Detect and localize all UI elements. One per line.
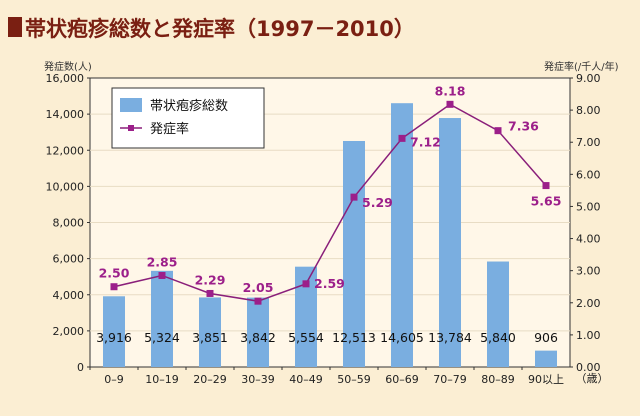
bar xyxy=(487,261,509,367)
y-right-tick-label: 6.00 xyxy=(576,168,601,181)
y-left-tick-label: 2,000 xyxy=(53,325,85,338)
rate-value-label: 8.18 xyxy=(435,83,466,98)
bar-value-label: 5,554 xyxy=(288,330,324,345)
y-right-tick-label: 0.00 xyxy=(576,361,601,374)
rate-line xyxy=(113,103,547,302)
y-left-tick-label: 0 xyxy=(77,361,84,374)
bar-value-label: 14,605 xyxy=(380,330,424,345)
rate-point xyxy=(350,193,358,201)
rate-value-label: 2.85 xyxy=(147,254,178,269)
rate-value-label: 5.65 xyxy=(531,194,562,209)
x-tick-label: 90以上 xyxy=(528,373,564,386)
rate-value-label: 7.12 xyxy=(410,134,441,149)
y-right-tick-label: 2.00 xyxy=(576,297,601,310)
bar xyxy=(391,103,413,367)
x-tick-label: 30–39 xyxy=(241,373,275,386)
bar-value-label: 3,851 xyxy=(192,330,228,345)
rate-point xyxy=(446,100,454,108)
rate-value-label: 2.05 xyxy=(243,280,274,295)
rate-value-label: 2.50 xyxy=(99,266,130,281)
bar xyxy=(535,350,557,367)
bar xyxy=(295,266,317,367)
y-left-tick-label: 10,000 xyxy=(46,180,85,193)
x-axis-unit: （歳） xyxy=(576,372,609,385)
legend-bar-label: 帯状疱疹総数 xyxy=(150,98,228,114)
bar-value-label: 12,513 xyxy=(332,330,376,345)
legend-line-label: 発症率 xyxy=(150,121,189,137)
bar-value-label: 13,784 xyxy=(428,330,472,345)
x-tick-label: 70–79 xyxy=(433,373,467,386)
x-tick-label: 20–29 xyxy=(193,373,227,386)
rate-value-label: 2.59 xyxy=(314,276,345,291)
bar xyxy=(151,270,173,367)
x-tick-label: 40–49 xyxy=(289,373,323,386)
bar xyxy=(199,297,221,367)
x-tick-label: 60–69 xyxy=(385,373,419,386)
bar-value-label: 3,842 xyxy=(240,330,276,345)
x-tick-label: 0–9 xyxy=(104,373,124,386)
legend-line-marker-icon xyxy=(128,125,134,131)
left-axis-label: 発症数(人) xyxy=(44,60,92,73)
rate-value-label: 7.36 xyxy=(508,119,539,134)
legend: 帯状疱疹総数 発症率 xyxy=(111,87,265,149)
y-left-tick-label: 6,000 xyxy=(53,253,85,266)
rate-point xyxy=(206,289,214,297)
rate-value-label: 5.29 xyxy=(362,195,393,210)
rate-point xyxy=(542,182,550,190)
y-left-tick-label: 8,000 xyxy=(53,217,85,230)
legend-box xyxy=(111,87,265,149)
title-square-icon xyxy=(8,17,22,37)
y-right-tick-label: 4.00 xyxy=(576,233,601,246)
rate-value-label: 2.29 xyxy=(195,272,226,287)
bar xyxy=(103,296,125,367)
legend-bar-swatch xyxy=(120,98,142,112)
rate-point xyxy=(398,134,406,142)
x-tick-label: 50–59 xyxy=(337,373,371,386)
chart-title: 帯状疱疹総数と発症率（1997－2010） xyxy=(25,17,415,41)
bar-value-label: 5,840 xyxy=(480,330,516,345)
rate-point xyxy=(110,283,118,291)
bar-value-label: 5,324 xyxy=(144,330,180,345)
x-tick-label: 10–19 xyxy=(145,373,179,386)
y-right-tick-label: 7.00 xyxy=(576,136,601,149)
y-left-tick-label: 16,000 xyxy=(46,72,85,85)
right-axis-label: 発症率(/千人/年) xyxy=(544,60,619,73)
bar xyxy=(247,297,269,367)
y-right-tick-label: 5.00 xyxy=(576,200,601,213)
y-right-tick-label: 9.00 xyxy=(576,72,601,85)
y-right-tick-label: 8.00 xyxy=(576,104,601,117)
y-left-tick-label: 12,000 xyxy=(46,144,85,157)
x-tick-label: 80–89 xyxy=(481,373,515,386)
y-left-tick-label: 14,000 xyxy=(46,108,85,121)
rate-point xyxy=(254,297,262,305)
rate-point xyxy=(158,271,166,279)
bar xyxy=(343,140,365,367)
rate-point xyxy=(494,127,502,135)
bar xyxy=(439,118,461,368)
rate-point xyxy=(302,280,310,288)
y-right-tick-label: 3.00 xyxy=(576,265,601,278)
bar-value-label: 906 xyxy=(534,330,558,345)
y-right-tick-label: 1.00 xyxy=(576,329,601,342)
bar-value-label: 3,916 xyxy=(96,330,132,345)
y-left-tick-label: 4,000 xyxy=(53,289,85,302)
